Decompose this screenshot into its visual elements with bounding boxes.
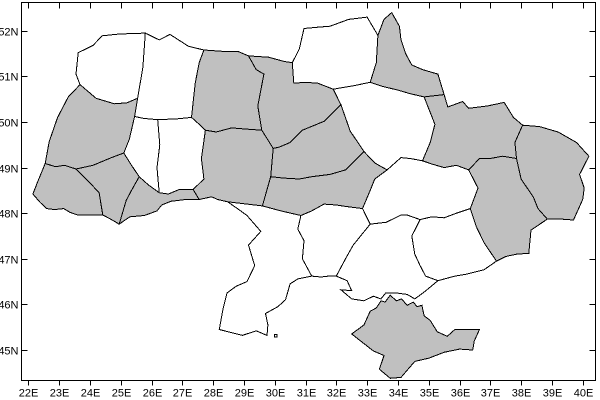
x-tick-label: 26E <box>143 388 163 400</box>
y-tick-label: 50N <box>0 118 19 130</box>
x-tick-label: 40E <box>574 388 594 400</box>
axis-box <box>21 2 596 381</box>
x-tick-label: 31E <box>297 388 317 400</box>
x-tick-label: 33E <box>358 388 378 400</box>
x-tick-label: 28E <box>204 388 224 400</box>
region-snake-island <box>274 334 278 338</box>
y-tick-label: 52N <box>0 27 19 39</box>
y-tick-label: 51N <box>0 72 19 84</box>
y-tick-label: 47N <box>0 255 19 267</box>
x-tick-label: 32E <box>327 388 347 400</box>
x-tick-label: 27E <box>173 388 193 400</box>
region-chernivtsi <box>118 175 201 226</box>
x-tick-label: 37E <box>481 388 501 400</box>
region-zakarpattia <box>32 162 104 216</box>
x-tick-label: 24E <box>81 388 101 400</box>
x-tick-label: 34E <box>389 388 409 400</box>
y-tick-label: 49N <box>0 164 19 176</box>
x-tick-label: 39E <box>543 388 563 400</box>
region-chernihiv <box>291 16 379 90</box>
x-tick-label: 35E <box>420 388 440 400</box>
region-vinnytsia <box>192 127 274 207</box>
x-tick-label: 38E <box>512 388 532 400</box>
x-tick-label: 23E <box>50 388 70 400</box>
region-crimea <box>350 294 481 379</box>
y-tick-label: 45N <box>0 346 19 358</box>
region-odesa <box>218 201 313 337</box>
y-tick-label: 46N <box>0 300 19 312</box>
x-tick-label: 25E <box>112 388 132 400</box>
y-tick-label: 48N <box>0 209 19 221</box>
x-tick-label: 30E <box>266 388 286 400</box>
x-tick-label: 36E <box>451 388 471 400</box>
region-khmelnytskyi <box>156 116 206 195</box>
x-tick-label: 22E <box>19 388 39 400</box>
region-sumy <box>369 11 445 98</box>
x-tick-label: 29E <box>235 388 255 400</box>
region-cherkasy <box>270 103 365 180</box>
